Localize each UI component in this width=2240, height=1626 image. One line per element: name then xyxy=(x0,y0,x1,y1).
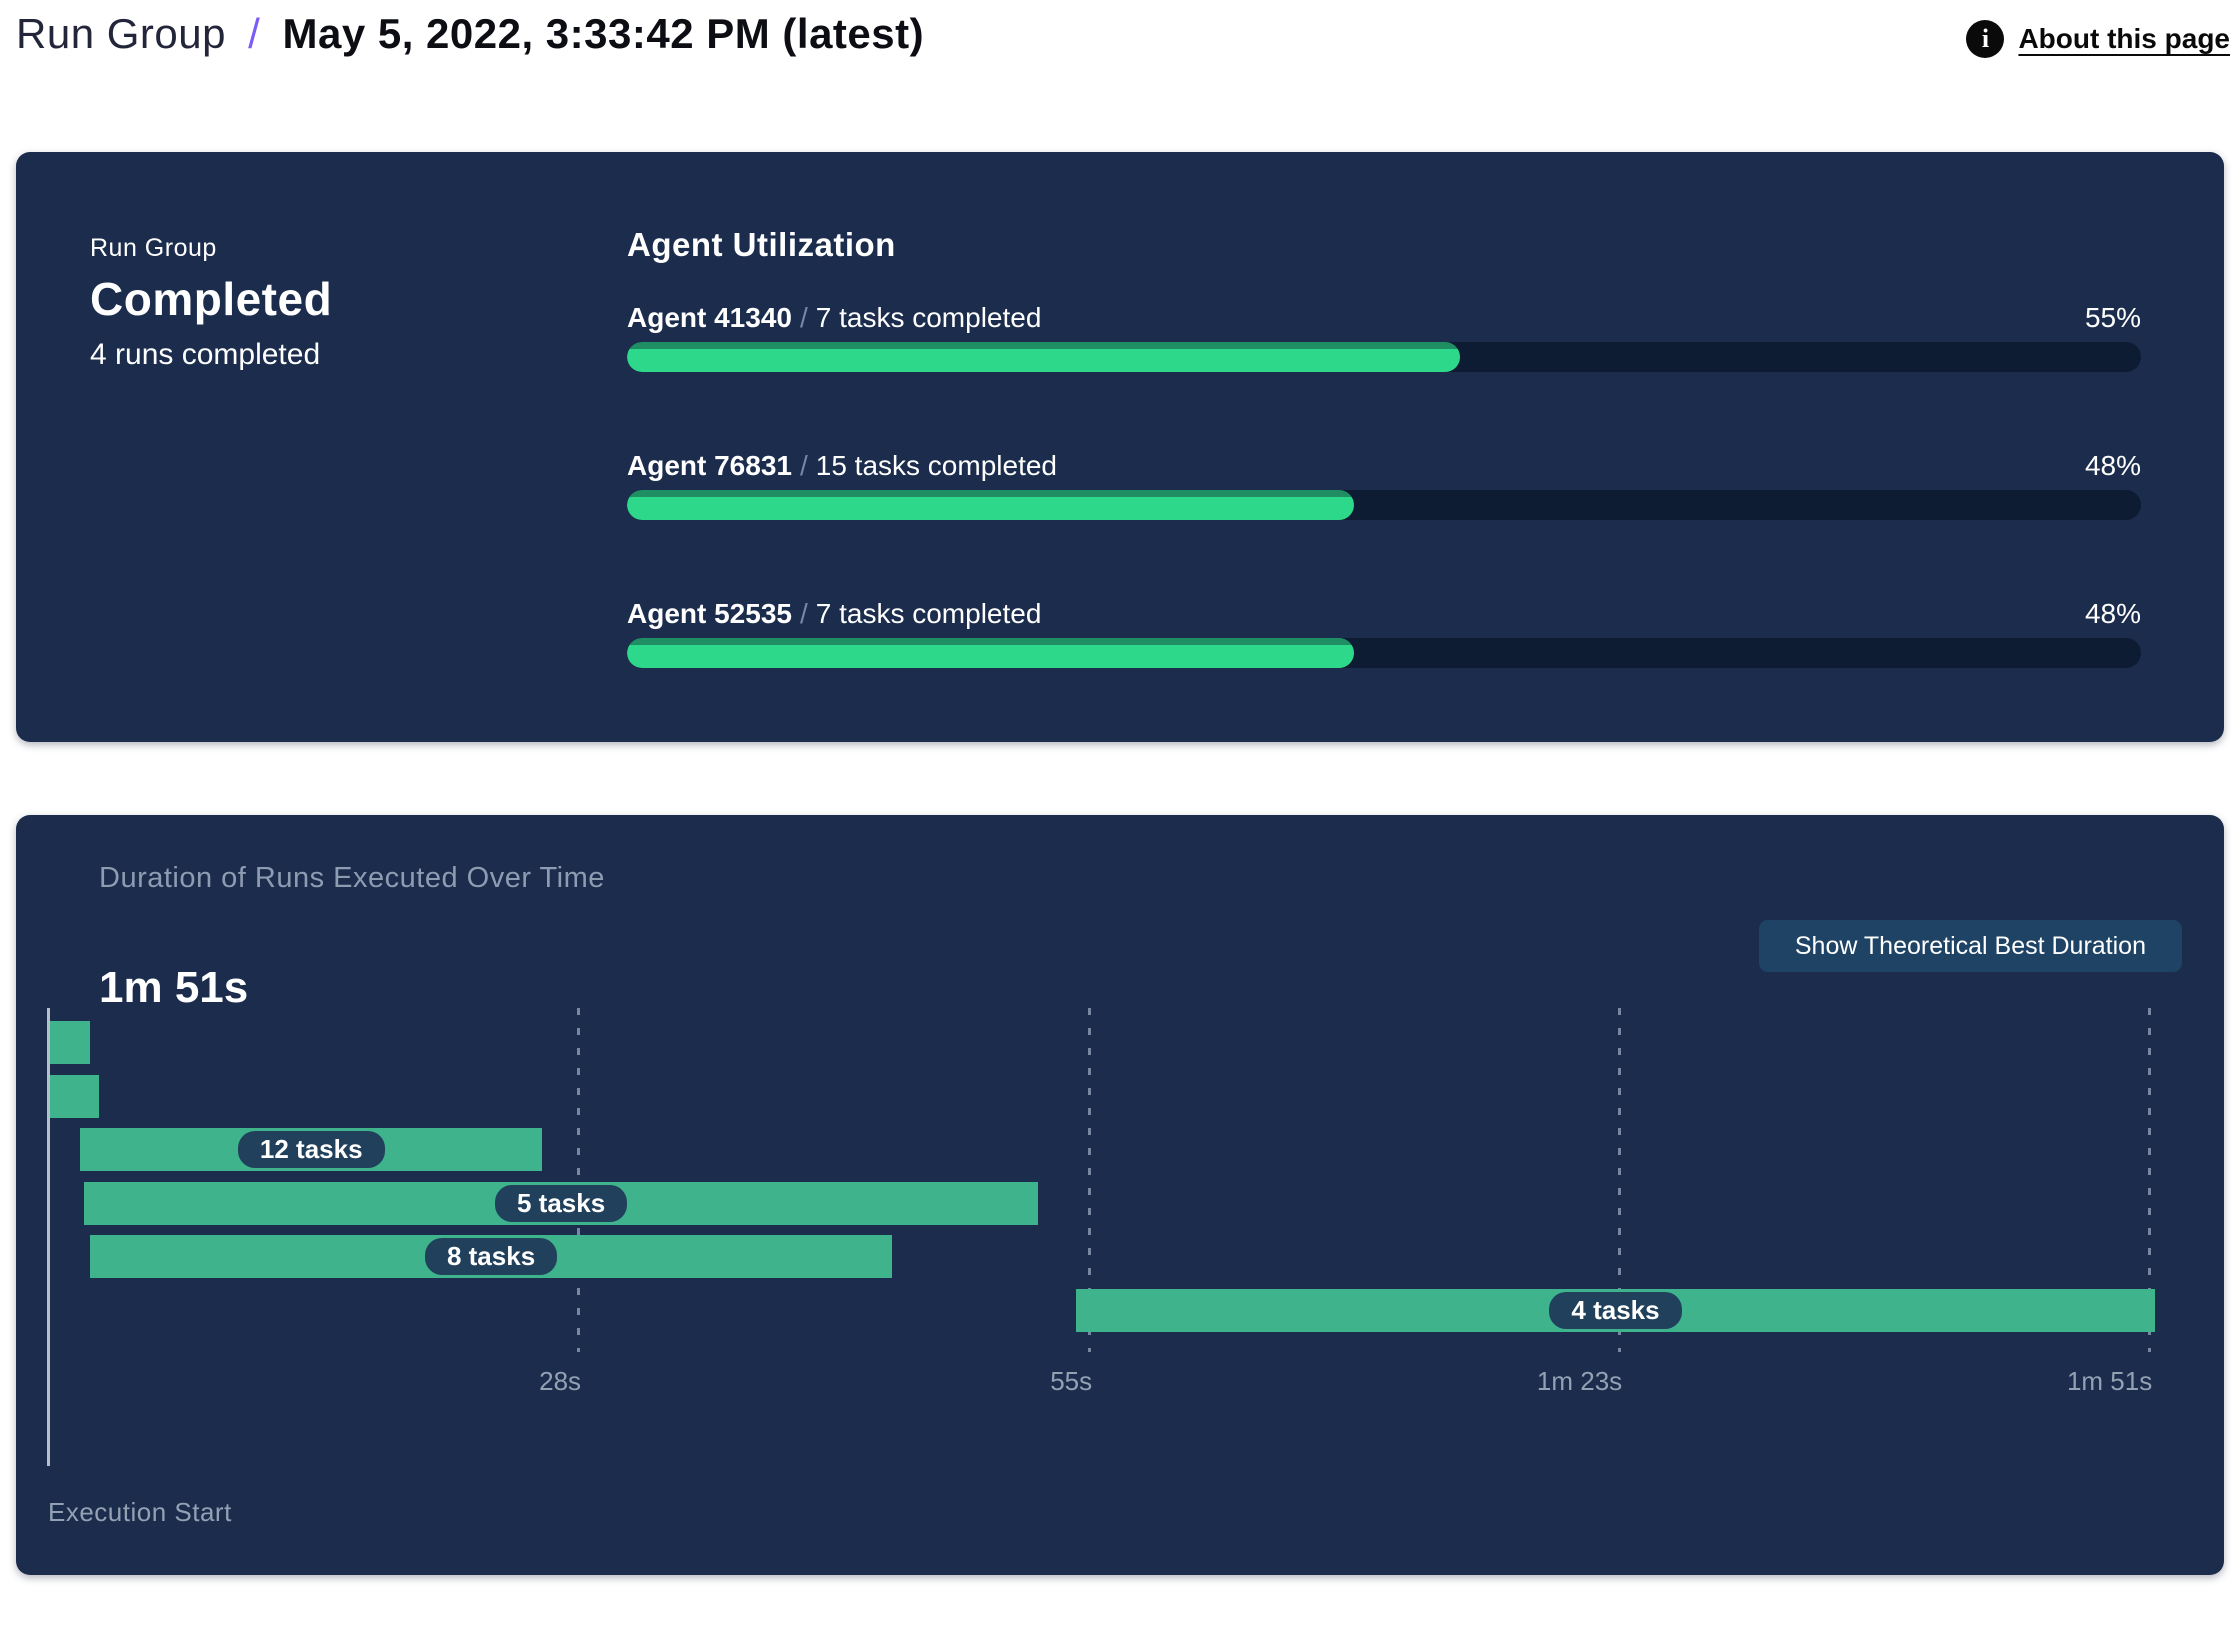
run-duration-bar[interactable]: 8 tasks xyxy=(89,1235,893,1278)
task-count-pill: 8 tasks xyxy=(424,1238,558,1275)
agent-utilization-percent: 48% xyxy=(2084,450,2141,481)
agent-name: Agent 52535 xyxy=(627,598,792,629)
axis-tick-label: 1m 51s xyxy=(2066,1366,2153,1396)
run-duration-bar[interactable]: 12 tasks xyxy=(80,1128,543,1171)
agent-utilization-row: Agent 41340/7 tasks completed 55% xyxy=(627,302,2141,372)
agent-tasks-completed: 7 tasks completed xyxy=(815,598,1042,629)
gridline-1m-23s xyxy=(1618,1008,1622,1352)
execution-start-label: Execution Start xyxy=(48,1497,232,1527)
breadcrumb-run-group: Run Group xyxy=(16,10,226,57)
total-duration-value: 1m 51s xyxy=(99,963,249,1012)
duration-panel: Duration of Runs Executed Over Time 1m 5… xyxy=(16,815,2224,1575)
execution-start-axis-line xyxy=(47,1008,50,1466)
breadcrumb: Run Group / May 5, 2022, 3:33:42 PM (lat… xyxy=(16,10,924,58)
gridline-28s xyxy=(577,1008,581,1352)
agent-utilization-section: Agent Utilization Agent 41340/7 tasks co… xyxy=(627,152,2141,742)
status-value: Completed xyxy=(90,273,333,325)
task-count-pill: 12 tasks xyxy=(237,1131,385,1168)
agent-tasks-completed: 7 tasks completed xyxy=(815,302,1042,333)
run-duration-bar[interactable]: 4 tasks xyxy=(1076,1288,2155,1332)
task-count-pill: 5 tasks xyxy=(495,1184,628,1222)
duration-chart-title: Duration of Runs Executed Over Time xyxy=(99,862,605,894)
agent-utilization-percent: 48% xyxy=(2084,598,2141,629)
run-duration-bar[interactable] xyxy=(50,1074,100,1118)
agent-row-label: Agent 52535/7 tasks completed xyxy=(627,598,1041,630)
agent-row-label: Agent 41340/7 tasks completed xyxy=(627,302,1041,334)
agent-tasks-completed: 15 tasks completed xyxy=(815,450,1057,481)
agent-utilization-row: Agent 76831/15 tasks completed 48% xyxy=(627,450,2141,520)
axis-tick-label: 1m 23s xyxy=(1536,1366,1623,1396)
run-duration-bar[interactable] xyxy=(50,1021,90,1064)
duration-gantt-chart: Execution Start 28s 55s 1m 23s 1m 51s 12 tas… xyxy=(16,815,2224,1575)
run-group-status: Run Group Completed 4 runs completed xyxy=(90,152,610,742)
axis-tick-label: 28s xyxy=(539,1366,582,1396)
agent-utilization-track xyxy=(627,342,2141,372)
agent-label-separator: / xyxy=(799,302,808,333)
gridline-55s xyxy=(1088,1008,1092,1352)
run-duration-bar[interactable]: 5 tasks xyxy=(84,1181,1039,1225)
agent-utilization-fill xyxy=(627,490,1354,520)
agent-utilization-track xyxy=(627,490,2141,520)
info-icon[interactable]: i xyxy=(1966,20,2005,58)
agent-utilization-percent: 55% xyxy=(2084,302,2141,333)
page-header: Run Group / May 5, 2022, 3:33:42 PM (lat… xyxy=(16,8,2230,78)
axis-tick-label: 55s xyxy=(1050,1366,1093,1396)
gridline-1m-51s xyxy=(2148,1008,2152,1352)
about-this-page-link[interactable]: i About this page xyxy=(1966,20,2230,58)
agent-utilization-fill xyxy=(627,342,1460,372)
agent-utilization-title: Agent Utilization xyxy=(627,226,896,263)
status-subtext: 4 runs completed xyxy=(90,338,321,371)
agent-utilization-row: Agent 52535/7 tasks completed 48% xyxy=(627,598,2141,668)
agent-label-separator: / xyxy=(799,450,808,481)
agent-label-separator: / xyxy=(799,598,808,629)
status-label: Run Group xyxy=(90,234,217,262)
agent-name: Agent 76831 xyxy=(627,450,792,481)
agent-utilization-track xyxy=(627,638,2141,668)
show-theoretical-best-duration-button[interactable]: Show Theoretical Best Duration xyxy=(1758,920,2182,972)
agent-name: Agent 41340 xyxy=(627,302,792,333)
about-link-label[interactable]: About this page xyxy=(2018,23,2230,54)
run-group-summary-panel: Run Group Completed 4 runs completed Age… xyxy=(16,152,2224,742)
agent-row-label: Agent 76831/15 tasks completed xyxy=(627,450,1057,482)
task-count-pill: 4 tasks xyxy=(1549,1291,1682,1329)
agent-utilization-fill xyxy=(627,638,1354,668)
breadcrumb-separator: / xyxy=(248,10,261,57)
page-title: May 5, 2022, 3:33:42 PM (latest) xyxy=(282,10,925,57)
